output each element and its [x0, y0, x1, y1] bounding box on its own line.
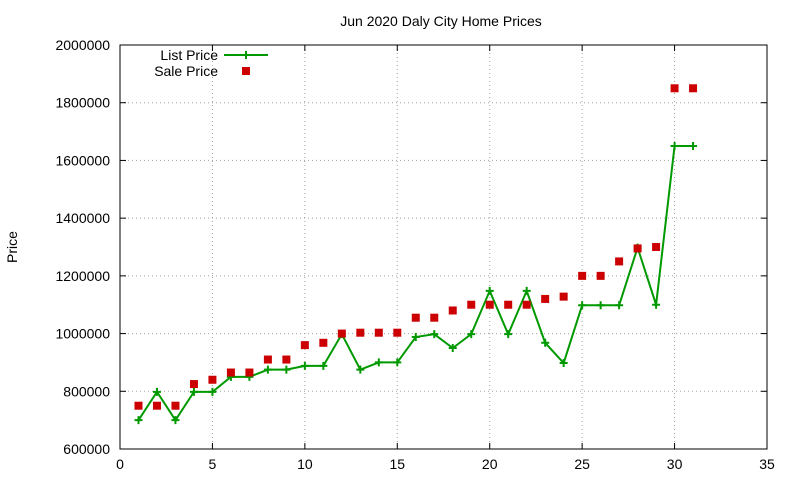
legend-label: Sale Price: [154, 63, 218, 79]
sale-price-point: [596, 271, 605, 280]
x-tick-label: 15: [389, 456, 405, 472]
x-tick-label: 30: [667, 456, 683, 472]
sale-price-series: [134, 84, 698, 410]
list-price-point: [485, 286, 494, 295]
sale-price-point: [448, 306, 457, 315]
sale-price-point: [263, 355, 272, 364]
sale-price-point: [134, 401, 143, 410]
list-price-point: [134, 416, 143, 425]
list-price-point: [152, 387, 161, 396]
sale-price-point: [374, 328, 383, 337]
list-price-point: [300, 361, 309, 370]
sale-price-point: [300, 341, 309, 350]
y-tick-label: 1200000: [55, 268, 110, 284]
list-price-point: [171, 416, 180, 425]
x-tick-label: 10: [297, 456, 313, 472]
data-series: [134, 84, 698, 425]
x-tick-label: 35: [759, 456, 775, 472]
sale-price-point: [226, 368, 235, 377]
list-price-point: [263, 365, 272, 374]
list-price-point: [189, 387, 198, 396]
y-tick-label: 1600000: [55, 152, 110, 168]
sale-price-point: [208, 375, 217, 384]
sale-price-point: [337, 329, 346, 338]
sale-price-point: [485, 300, 494, 309]
list-price-point: [596, 301, 605, 310]
x-tick-label: 25: [574, 456, 590, 472]
sale-price-point: [559, 292, 568, 301]
chart-title: Jun 2020 Daly City Home Prices: [340, 13, 542, 29]
sale-price-point: [541, 294, 550, 303]
sale-price-point: [171, 401, 180, 410]
sale-price-point: [393, 328, 402, 337]
sale-price-point: [670, 84, 679, 93]
sale-price-point: [615, 257, 624, 266]
list-price-series: [134, 142, 698, 425]
sale-price-point: [578, 271, 587, 280]
sale-price-point: [356, 328, 365, 337]
sale-price-point: [189, 380, 198, 389]
y-tick-label: 1000000: [55, 326, 110, 342]
sale-price-point: [467, 300, 476, 309]
legend-marker: [242, 51, 250, 59]
sale-price-point: [152, 401, 161, 410]
list-price-point: [689, 142, 698, 150]
sale-price-point: [282, 355, 291, 364]
legend-marker: [242, 67, 250, 75]
sale-price-point: [522, 300, 531, 309]
x-tick-label: 5: [209, 456, 217, 472]
list-price-point: [559, 359, 568, 368]
y-tick-label: 2000000: [55, 37, 110, 53]
axis-ticks: 0 5 10 15 20 25 30 35 600000 800000 1000000 1200000…: [55, 37, 775, 472]
sale-price-point: [689, 84, 698, 93]
list-price-point: [319, 361, 328, 370]
sale-price-point: [245, 368, 254, 377]
list-price-point: [467, 330, 476, 339]
list-price-point: [578, 301, 587, 310]
list-price-point: [430, 330, 439, 339]
y-tick-label: 600000: [63, 441, 110, 457]
list-price-point: [522, 286, 531, 295]
list-price-point: [393, 358, 402, 367]
y-axis-label: Price: [4, 231, 20, 263]
y-tick-label: 1400000: [55, 210, 110, 226]
list-price-point: [374, 358, 383, 367]
list-price-point: [652, 300, 661, 309]
x-tick-label: 20: [482, 456, 498, 472]
list-price-point: [448, 344, 457, 352]
y-tick-label: 1800000: [55, 95, 110, 111]
sale-price-point: [652, 243, 661, 251]
list-price-point: [541, 338, 550, 347]
list-price-point: [208, 387, 217, 396]
sale-price-point: [633, 244, 642, 253]
sale-price-point: [411, 313, 420, 322]
plot-frame: [119, 44, 768, 450]
sale-price-point: [430, 313, 439, 322]
sale-price-point: [319, 338, 328, 347]
legend-label: List Price: [160, 47, 218, 63]
y-tick-label: 800000: [63, 383, 110, 399]
list-price-point: [504, 330, 513, 339]
sale-price-point: [504, 300, 513, 309]
list-price-point: [282, 365, 291, 374]
list-price-point: [356, 365, 365, 374]
list-price-point: [411, 333, 420, 342]
list-price-point: [615, 301, 624, 310]
list-price-line: [137, 145, 694, 422]
x-tick-label: 0: [116, 456, 124, 472]
list-price-point: [670, 142, 679, 150]
